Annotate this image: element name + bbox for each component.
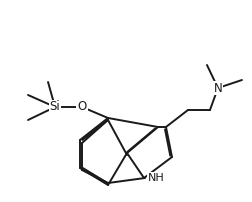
Text: N: N (214, 81, 222, 95)
Text: Si: Si (50, 101, 60, 114)
Text: O: O (77, 101, 87, 114)
Text: NH: NH (148, 173, 165, 183)
